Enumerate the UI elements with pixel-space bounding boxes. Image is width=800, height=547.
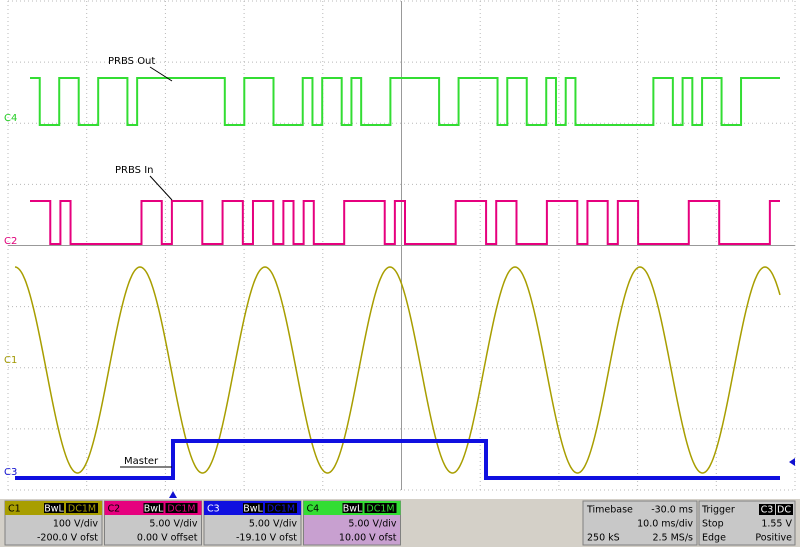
- scale: 5.00 V/div: [348, 519, 397, 530]
- scale: 100 V/div: [53, 519, 99, 530]
- tag-text: BwL: [343, 504, 363, 515]
- tag-text: DC1M: [366, 504, 394, 515]
- tag-text: DC1M: [68, 504, 96, 515]
- trace-label: C3: [4, 467, 17, 478]
- offset: -19.10 V ofst: [236, 533, 297, 544]
- c2-trace: [30, 200, 780, 245]
- annotation-line: [149, 175, 173, 201]
- traces: [14, 77, 781, 480]
- label: Timebase: [586, 505, 633, 516]
- tag-text: BwL: [243, 504, 263, 515]
- value: Positive: [755, 533, 792, 544]
- scale: 5.00 V/div: [249, 519, 298, 530]
- channel-name: C2: [108, 504, 121, 515]
- value: 250 kS: [587, 533, 620, 544]
- value: Edge: [702, 533, 726, 544]
- channel-name: C3: [207, 504, 220, 515]
- scale: 5.00 V/div: [149, 519, 198, 530]
- tag: [776, 504, 793, 515]
- offset: -200.0 V ofst: [37, 533, 98, 544]
- annotation-line: [149, 66, 173, 82]
- tag: [66, 503, 98, 513]
- trace-label: C4: [4, 113, 17, 124]
- trace-label: C2: [4, 236, 17, 247]
- tag: [759, 504, 775, 515]
- tag-text: BwL: [44, 504, 64, 515]
- trigger-box: Trigger C3 DC Stop 1.55 V Edge Positive: [698, 500, 796, 546]
- value: 10.0 ms/div: [637, 519, 693, 530]
- tag-text: DC1M: [167, 504, 195, 515]
- channel-name: C1: [8, 504, 21, 515]
- annotation: Master: [124, 456, 159, 467]
- c4-trace: [30, 77, 780, 126]
- tag: [143, 503, 164, 513]
- offset: 0.00 V offset: [137, 533, 198, 544]
- tag-text: DC: [777, 505, 791, 516]
- value: Stop: [702, 519, 724, 530]
- box: [582, 500, 698, 546]
- c1-trace: [14, 266, 781, 474]
- annotation: PRBS Out: [108, 56, 155, 67]
- value: 1.55 V: [761, 519, 792, 530]
- value: 2.5 MS/s: [652, 533, 693, 544]
- tag: [342, 503, 363, 513]
- tag: [243, 503, 263, 513]
- c3-trace: [15, 439, 780, 480]
- trigger-level-marker: [789, 458, 795, 466]
- tag: [165, 503, 198, 513]
- offset: 10.00 V ofst: [339, 533, 397, 544]
- value: -30.0 ms: [651, 505, 693, 516]
- trace-label: C1: [4, 355, 17, 366]
- tag-text: BwL: [144, 504, 164, 515]
- graticule: [7, 0, 796, 491]
- label: Trigger: [701, 505, 735, 516]
- annotation: PRBS In: [115, 165, 153, 176]
- channel-name: C4: [307, 504, 320, 515]
- tag: [364, 503, 397, 513]
- tag: [265, 503, 297, 513]
- tag-text: C3: [761, 505, 774, 516]
- trigger-position-marker: [169, 491, 177, 498]
- tag-text: DC1M: [267, 504, 295, 515]
- tag: [44, 503, 64, 513]
- timebase-box: Timebase -30.0 ms 10.0 ms/div 250 kS 2.5…: [582, 500, 698, 546]
